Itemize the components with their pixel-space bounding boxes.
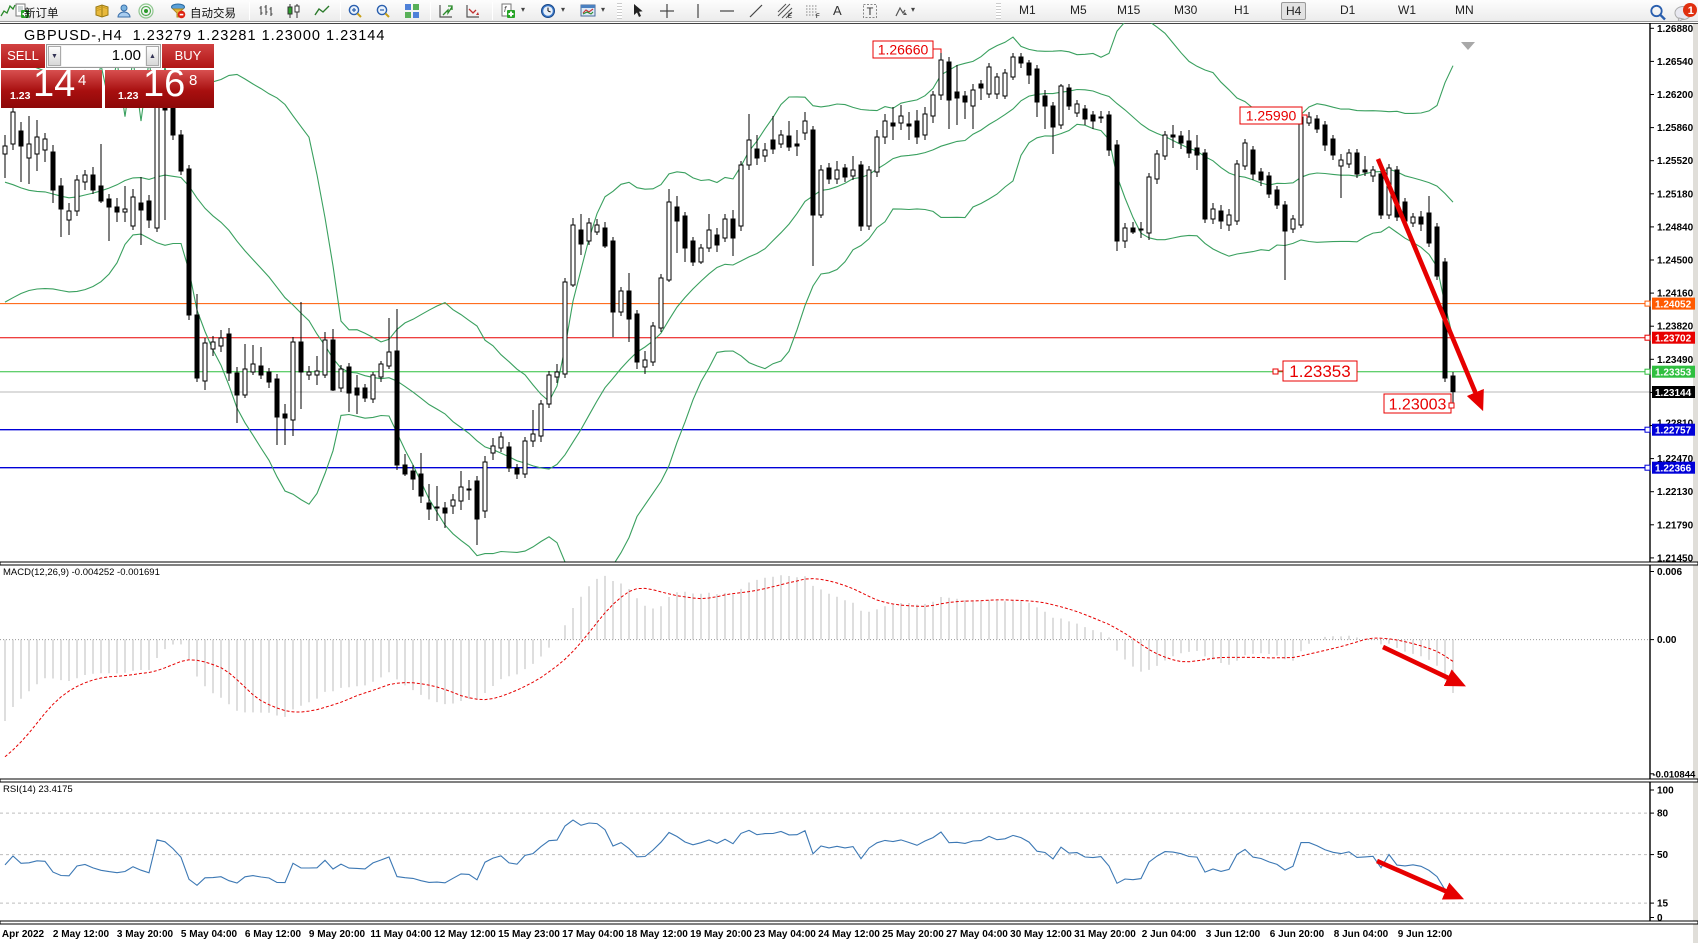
svg-text:1.23144: 1.23144 [1655,388,1692,399]
svg-text:25 May 20:00: 25 May 20:00 [882,929,944,940]
svg-text:11 May 04:00: 11 May 04:00 [370,929,432,940]
svg-text:1.22130: 1.22130 [1657,487,1694,498]
svg-text:0.006: 0.006 [1657,567,1682,578]
svg-text:27 May 04:00: 27 May 04:00 [946,929,1008,940]
svg-text:1.23003: 1.23003 [1389,396,1447,413]
svg-text:18 May 12:00: 18 May 12:00 [626,929,688,940]
svg-text:50: 50 [1657,850,1669,861]
svg-text:6 Jun 20:00: 6 Jun 20:00 [1270,929,1325,940]
svg-text:1.26200: 1.26200 [1657,90,1694,101]
svg-text:6 May 12:00: 6 May 12:00 [245,929,302,940]
svg-text:0.00: 0.00 [1657,635,1677,646]
svg-text:1.23702: 1.23702 [1655,334,1692,345]
svg-text:F: F [816,14,820,19]
svg-text:31 May 20:00: 31 May 20:00 [1074,929,1136,940]
svg-text:12 May 12:00: 12 May 12:00 [434,929,496,940]
svg-text:1.22470: 1.22470 [1657,454,1694,465]
svg-text:1.22366: 1.22366 [1655,464,1692,475]
svg-text:1.24500: 1.24500 [1657,256,1694,267]
svg-text:3 May 20:00: 3 May 20:00 [117,929,174,940]
svg-text:2 Jun 04:00: 2 Jun 04:00 [1142,929,1197,940]
svg-text:24 May 12:00: 24 May 12:00 [818,929,880,940]
svg-text:1.23820: 1.23820 [1657,322,1694,333]
svg-text:1.23490: 1.23490 [1657,355,1694,366]
svg-text:1.24840: 1.24840 [1657,222,1694,233]
svg-text:1: 1 [1688,5,1694,17]
svg-text:1.26540: 1.26540 [1657,57,1694,68]
svg-text:-0.010844: -0.010844 [1653,769,1697,780]
svg-text:2 May 12:00: 2 May 12:00 [53,929,110,940]
svg-text:1.25990: 1.25990 [1246,108,1297,124]
svg-text:T: T [867,6,874,18]
svg-text:19 May 20:00: 19 May 20:00 [690,929,752,940]
svg-text:23 May 04:00: 23 May 04:00 [754,929,816,940]
svg-text:MACD(12,26,9) -0.004252 -0.001: MACD(12,26,9) -0.004252 -0.001691 [3,567,160,578]
svg-text:9 May 20:00: 9 May 20:00 [309,929,366,940]
svg-text:0: 0 [1657,913,1663,924]
svg-text:Apr 2022: Apr 2022 [2,929,45,940]
svg-text:17 May 04:00: 17 May 04:00 [562,929,624,940]
svg-text:1.23353: 1.23353 [1289,362,1350,381]
svg-text:100: 100 [1657,786,1674,797]
svg-text:30 May 12:00: 30 May 12:00 [1010,929,1072,940]
svg-text:RSI(14) 23.4175: RSI(14) 23.4175 [3,784,73,795]
svg-text:3 Jun 12:00: 3 Jun 12:00 [1206,929,1261,940]
svg-text:1.25180: 1.25180 [1657,189,1694,200]
svg-text:80: 80 [1657,809,1669,820]
svg-text:1.24052: 1.24052 [1655,299,1692,310]
svg-text:1.26660: 1.26660 [878,42,929,58]
svg-text:1.23353: 1.23353 [1655,368,1692,379]
svg-text:GBPUSD-,H4 1.23279 1.23281 1.: GBPUSD-,H4 1.23279 1.23281 1.23000 1.231… [24,28,385,44]
svg-text:15: 15 [1657,899,1669,910]
svg-text:1.24160: 1.24160 [1657,289,1694,300]
svg-text:E: E [788,14,792,19]
svg-text:8 Jun 04:00: 8 Jun 04:00 [1334,929,1389,940]
svg-text:5 May 04:00: 5 May 04:00 [181,929,238,940]
svg-text:1.25860: 1.25860 [1657,123,1694,134]
svg-text:1.22757: 1.22757 [1655,426,1692,437]
svg-text:9 Jun 12:00: 9 Jun 12:00 [1398,929,1453,940]
svg-text:1.21450: 1.21450 [1657,553,1694,564]
svg-text:f: f [504,5,507,14]
svg-text:1.25520: 1.25520 [1657,156,1694,167]
svg-text:15 May 23:00: 15 May 23:00 [498,929,560,940]
svg-text:1.21790: 1.21790 [1657,520,1694,531]
svg-text:1.26880: 1.26880 [1657,24,1694,35]
